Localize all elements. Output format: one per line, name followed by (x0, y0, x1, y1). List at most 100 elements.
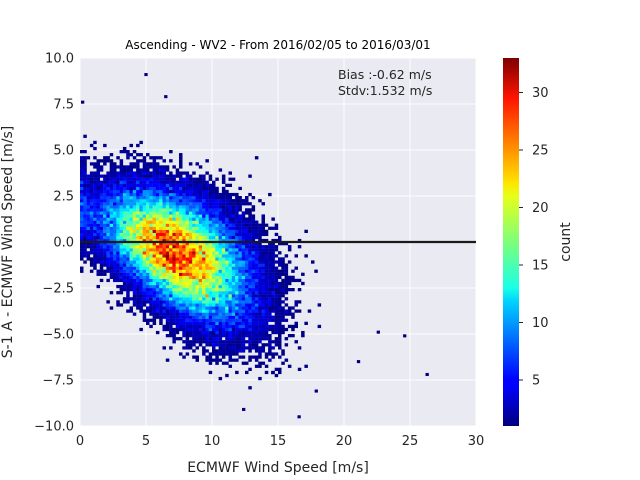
density-cell (205, 330, 209, 335)
density-cell (169, 217, 173, 221)
density-cell (188, 202, 193, 206)
density-cell (126, 260, 130, 264)
density-cell (142, 263, 147, 267)
density-cell (129, 143, 133, 148)
density-cell (165, 291, 170, 295)
density-cell (235, 235, 239, 240)
density-cell (258, 263, 262, 267)
density-cell (96, 189, 100, 194)
density-cell (254, 226, 259, 230)
density-cell (195, 263, 199, 267)
density-cell (136, 275, 140, 279)
density-cell (195, 223, 199, 227)
density-cell (254, 220, 259, 224)
density-cell (231, 238, 236, 243)
y-tick-label: −10.0 (34, 420, 74, 435)
density-cell (248, 340, 252, 344)
density-cell (231, 278, 236, 283)
density-cell (215, 208, 219, 212)
density-cell (188, 260, 193, 264)
density-cell (179, 220, 183, 224)
density-cell (175, 281, 180, 286)
density-cell (278, 281, 282, 286)
density-cell (205, 211, 209, 215)
density-cell (80, 174, 84, 178)
density-cell (208, 242, 213, 246)
density-cell (274, 373, 279, 378)
density-cell (172, 275, 176, 279)
density-cell (215, 340, 219, 344)
density-cell (185, 174, 190, 178)
density-cell (188, 346, 193, 350)
density-cell (113, 162, 117, 166)
density-cell (179, 312, 183, 316)
density-cell (251, 257, 256, 261)
density-cell (245, 248, 249, 252)
density-cell (225, 275, 229, 279)
density-cell (155, 171, 160, 175)
density-cell (254, 251, 259, 255)
density-cell (188, 321, 193, 325)
density-cell (231, 309, 236, 313)
density-cell (159, 251, 163, 255)
density-cell (149, 254, 153, 258)
density-cell (106, 205, 110, 209)
density-cell (241, 288, 246, 292)
density-cell (129, 245, 133, 249)
density-cell (231, 220, 236, 224)
density-cell (139, 153, 143, 157)
density-cell (231, 297, 236, 301)
density-cell (152, 192, 157, 197)
density-cell (221, 318, 226, 322)
density-cell (231, 214, 236, 218)
density-cell (179, 291, 183, 295)
density-cell (212, 272, 216, 276)
density-cell (129, 251, 133, 255)
density-cell (155, 192, 160, 197)
density-cell (165, 312, 170, 316)
density-cell (238, 303, 242, 307)
density-cell (221, 327, 226, 332)
density-cell (238, 297, 242, 301)
density-cell (264, 303, 269, 307)
density-cell (228, 275, 232, 279)
density-cell (89, 199, 94, 203)
density-cell (215, 321, 219, 325)
density-cell (215, 297, 219, 301)
density-cell (139, 275, 143, 279)
density-cell (251, 315, 256, 319)
density-cell (83, 251, 87, 255)
density-cell (155, 266, 160, 270)
density-cell (93, 171, 97, 175)
density-cell (122, 165, 127, 169)
density-cell (113, 248, 117, 252)
density-cell (225, 330, 229, 335)
density-cell (175, 315, 180, 319)
density-cell (89, 242, 94, 246)
density-cell (188, 238, 193, 243)
density-cell (113, 171, 117, 175)
density-cell (205, 251, 209, 255)
density-cell (278, 284, 282, 289)
density-cell (185, 291, 190, 295)
density-cell (254, 297, 259, 301)
density-cell (221, 180, 226, 184)
density-cell (165, 257, 170, 261)
density-cell (198, 251, 203, 255)
density-cell (89, 196, 94, 200)
density-cell (122, 150, 127, 154)
density-cell (241, 303, 246, 307)
density-cell (274, 248, 279, 252)
density-cell (208, 327, 213, 332)
density-cell (113, 202, 117, 206)
density-cell (80, 254, 84, 258)
density-cell (192, 257, 196, 261)
density-cell (89, 162, 94, 166)
density-cell (155, 248, 160, 252)
density-cell (179, 153, 183, 157)
density-cell (129, 214, 133, 218)
density-cell (202, 177, 206, 181)
density-cell (274, 226, 279, 230)
density-cell (215, 330, 219, 335)
density-cell (136, 220, 140, 224)
